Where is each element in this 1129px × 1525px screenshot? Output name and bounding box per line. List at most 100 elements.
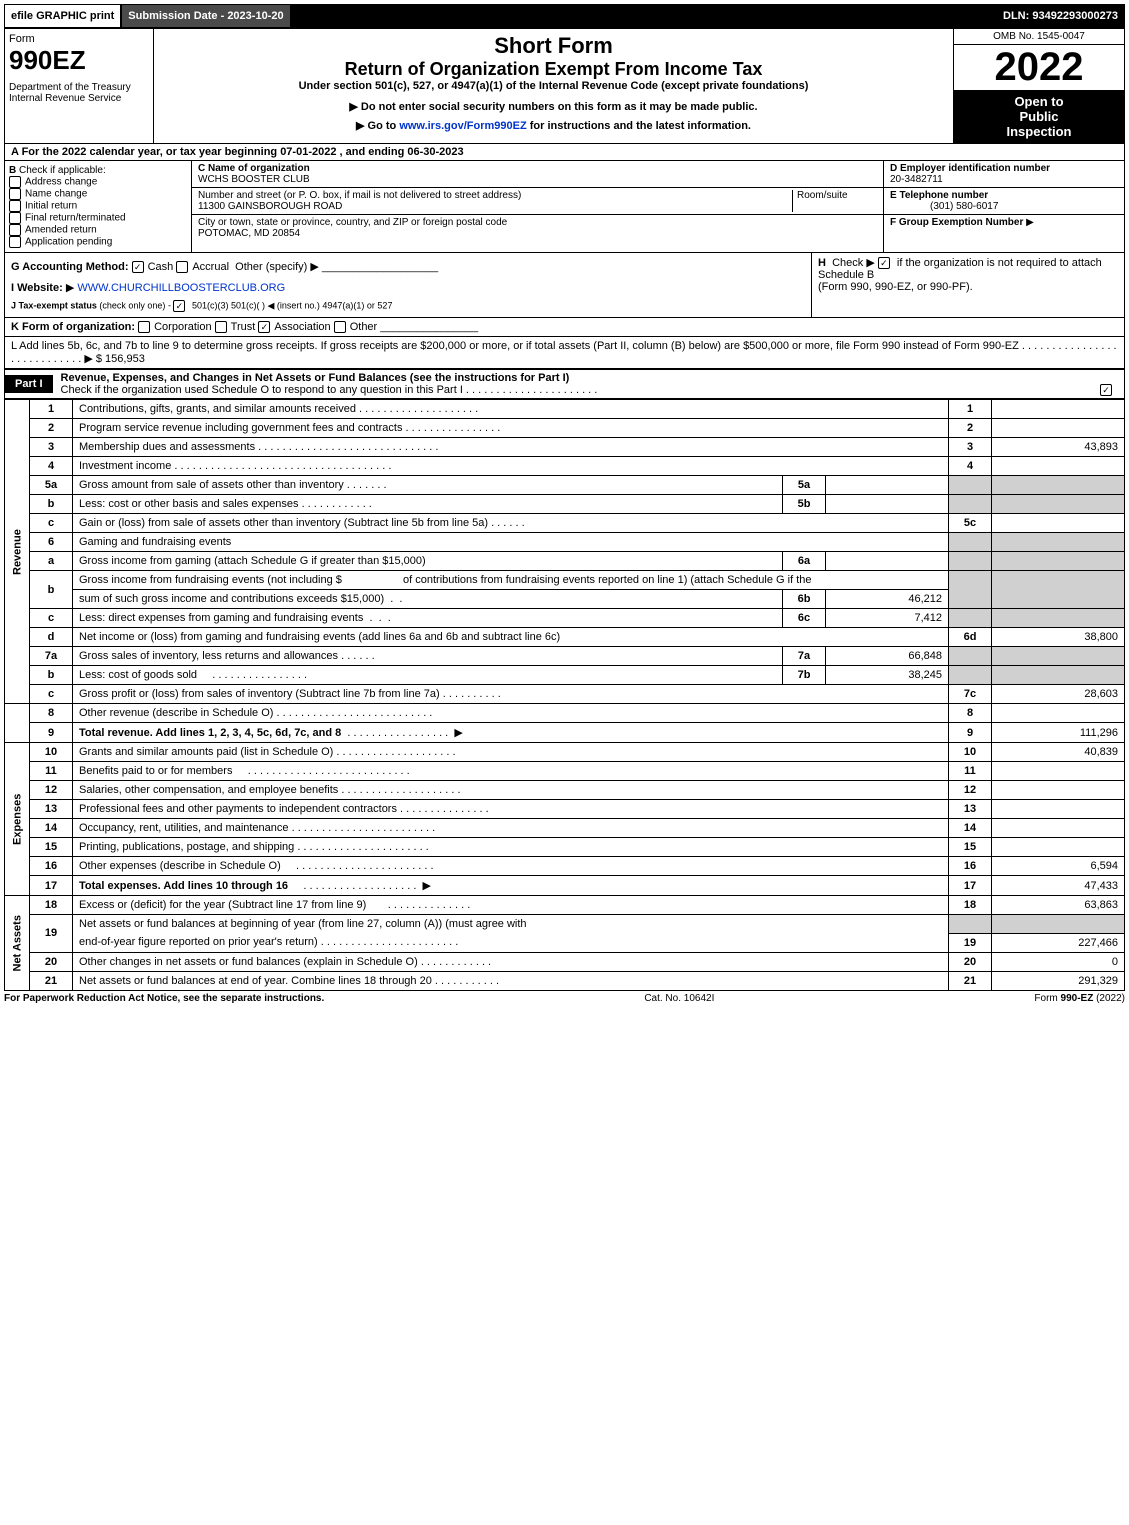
rn-16: 16 (949, 857, 992, 876)
opt-assoc: Association (274, 321, 330, 333)
part1-table: Revenue 1 Contributions, gifts, grants, … (4, 399, 1125, 991)
check-if-applicable: Check if applicable: (19, 165, 106, 176)
mv-5b (826, 495, 949, 514)
ln-5a: 5a (30, 476, 73, 495)
mn-5b: 5b (783, 495, 826, 514)
under-section: Under section 501(c), 527, or 4947(a)(1)… (158, 80, 949, 92)
val-14 (992, 819, 1125, 838)
street-label: Number and street (or P. O. box, if mail… (198, 190, 521, 201)
checkbox-initial[interactable] (9, 200, 21, 212)
website-link[interactable]: WWW.CHURCHILLBOOSTERCLUB.ORG (77, 282, 285, 294)
checkbox-schedule-b[interactable]: ✓ (878, 257, 890, 269)
checkbox-assoc[interactable]: ✓ (258, 321, 270, 333)
mv-5a (826, 476, 949, 495)
rn-4: 4 (949, 457, 992, 476)
checkbox-final[interactable] (9, 212, 21, 224)
val-6b-shade (992, 571, 1125, 609)
line6c-text: Less: direct expenses from gaming and fu… (79, 612, 363, 624)
line20-text: Other changes in net assets or fund bala… (79, 956, 418, 968)
ein-value: 20-3482711 (890, 174, 943, 185)
rn-19: 19 (949, 933, 992, 952)
checkbox-trust[interactable] (215, 321, 227, 333)
h-letter: H (818, 257, 826, 269)
efile-print[interactable]: efile GRAPHIC print (5, 5, 122, 27)
rn-6c-shade (949, 609, 992, 628)
val-6-shade (992, 533, 1125, 552)
line1-text: Contributions, gifts, grants, and simila… (79, 403, 356, 415)
name-label: C Name of organization (198, 163, 310, 174)
short-form-title: Short Form (158, 33, 949, 59)
ln-1: 1 (30, 400, 73, 419)
val-6d: 38,800 (992, 628, 1125, 647)
val-5b-shade (992, 495, 1125, 514)
ein-label: D Employer identification number (890, 163, 1050, 174)
checkbox-amended[interactable] (9, 224, 21, 236)
val-19-shade (992, 915, 1125, 934)
checkbox-address[interactable] (9, 176, 21, 188)
checkbox-schedule-o[interactable]: ✓ (1100, 384, 1112, 396)
section-b: B Check if applicable: Address change Na… (5, 161, 192, 252)
val-19: 227,466 (992, 933, 1125, 952)
mn-6b: 6b (783, 590, 826, 609)
group-exemption-label: F Group Exemption Number (890, 217, 1023, 228)
revenue-label-cont (5, 704, 30, 743)
line13-text: Professional fees and other payments to … (79, 803, 397, 815)
line6b-text1: Gross income from fundraising events (no… (79, 574, 342, 586)
ln-9: 9 (30, 723, 73, 743)
line15-text: Printing, publications, postage, and shi… (79, 841, 294, 853)
ln-6d: d (30, 628, 73, 647)
ln-5c: c (30, 514, 73, 533)
rn-5a-shade (949, 476, 992, 495)
b-letter: B (9, 165, 16, 176)
ln-14: 14 (30, 819, 73, 838)
city-value: POTOMAC, MD 20854 (198, 228, 300, 239)
rn-17: 17 (949, 876, 992, 896)
h-text-forms: (Form 990, 990-EZ, or 990-PF). (818, 281, 973, 293)
mv-6b: 46,212 (826, 590, 949, 609)
line19a-text: Net assets or fund balances at beginning… (73, 915, 949, 934)
opt-pending: Application pending (25, 237, 112, 248)
checkbox-pending[interactable] (9, 236, 21, 248)
section-l: L Add lines 5b, 6c, and 7b to line 9 to … (4, 337, 1125, 369)
checkbox-name[interactable] (9, 188, 21, 200)
info-grid: B Check if applicable: Address change Na… (4, 161, 1125, 253)
ln-7c: c (30, 685, 73, 704)
val-2 (992, 419, 1125, 438)
rn-1: 1 (949, 400, 992, 419)
line19b-text: end-of-year figure reported on prior yea… (79, 936, 318, 948)
line10-text: Grants and similar amounts paid (list in… (79, 746, 333, 758)
checkbox-corp[interactable] (138, 321, 150, 333)
val-16: 6,594 (992, 857, 1125, 876)
section-c: C Name of organization WCHS BOOSTER CLUB… (192, 161, 884, 252)
rn-20: 20 (949, 952, 992, 971)
rn-5b-shade (949, 495, 992, 514)
ln-3: 3 (30, 438, 73, 457)
open-line2: Public (958, 109, 1120, 124)
opt-initial: Initial return (25, 201, 77, 212)
footer-right: Form 990-EZ (2022) (1034, 993, 1125, 1004)
rn-14: 14 (949, 819, 992, 838)
goto-instructions: ▶ Go to www.irs.gov/Form990EZ for instru… (158, 119, 949, 132)
checkbox-accrual[interactable] (176, 261, 188, 273)
street-value: 11300 GAINSBOROUGH ROAD (198, 201, 342, 212)
org-name: WCHS BOOSTER CLUB (198, 174, 310, 185)
ln-5b: b (30, 495, 73, 514)
checkbox-501c3[interactable]: ✓ (173, 300, 185, 312)
line9-text: Total revenue. Add lines 1, 2, 3, 4, 5c,… (79, 727, 341, 739)
opt-amended: Amended return (25, 225, 97, 236)
return-title: Return of Organization Exempt From Incom… (158, 59, 949, 80)
val-17: 47,433 (992, 876, 1125, 896)
irs-link[interactable]: www.irs.gov/Form990EZ (399, 120, 526, 132)
l-text: L Add lines 5b, 6c, and 7b to line 9 to … (11, 340, 1019, 352)
checkbox-other-org[interactable] (334, 321, 346, 333)
line4-text: Investment income (79, 460, 171, 472)
omb-number: OMB No. 1545-0047 (954, 29, 1124, 45)
line5b-text: Less: cost or other basis and sales expe… (79, 498, 299, 510)
part1-title: Revenue, Expenses, and Changes in Net As… (61, 372, 570, 384)
checkbox-cash[interactable]: ✓ (132, 261, 144, 273)
dln: DLN: 93492293000273 (997, 5, 1124, 27)
ln-7a: 7a (30, 647, 73, 666)
rn-11: 11 (949, 762, 992, 781)
opt-other: Other (350, 321, 378, 333)
val-21: 291,329 (992, 971, 1125, 990)
